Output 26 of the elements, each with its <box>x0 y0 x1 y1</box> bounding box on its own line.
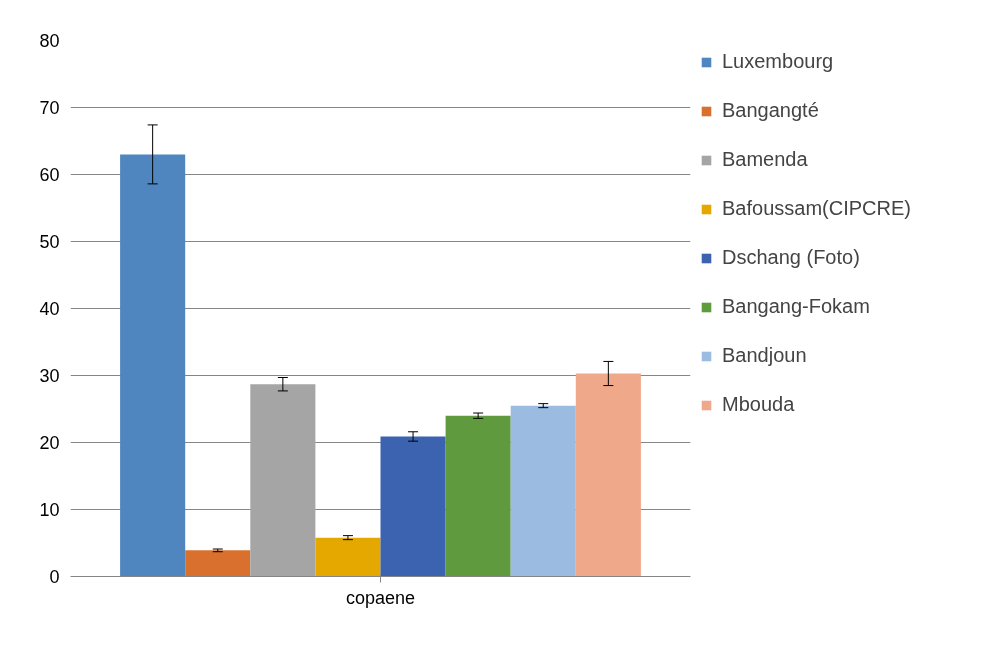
y-tick-label: 0 <box>49 567 60 587</box>
y-tick-label: 10 <box>39 500 60 520</box>
y-tick-label: 70 <box>39 98 60 118</box>
y-tick-label: 80 <box>39 31 60 51</box>
legend-label: Bangang-Fokam <box>722 295 870 318</box>
legend-label: Bafoussam(CIPCRE) <box>722 197 911 220</box>
bar <box>120 154 186 577</box>
bar <box>315 537 381 577</box>
bar <box>510 405 576 577</box>
bar <box>445 415 511 577</box>
bar <box>380 436 446 577</box>
legend-label: Bamenda <box>722 148 808 171</box>
legend-label: Bandjoun <box>722 344 807 367</box>
y-tick-label: 40 <box>39 299 60 319</box>
y-tick-label: 20 <box>39 433 60 453</box>
y-tick-label: 60 <box>39 165 60 185</box>
bar <box>575 373 641 577</box>
y-tick-label: 30 <box>39 366 60 386</box>
legend-label: Bangangté <box>722 99 819 122</box>
x-tick-label: copaene <box>345 587 416 608</box>
bar <box>185 550 251 577</box>
bar <box>250 384 316 577</box>
y-tick-label: 50 <box>39 232 60 252</box>
legend-label: Mbouda <box>722 393 795 416</box>
legend-label: Dschang (Foto) <box>722 246 860 269</box>
legend-label: Luxembourg <box>722 50 834 73</box>
